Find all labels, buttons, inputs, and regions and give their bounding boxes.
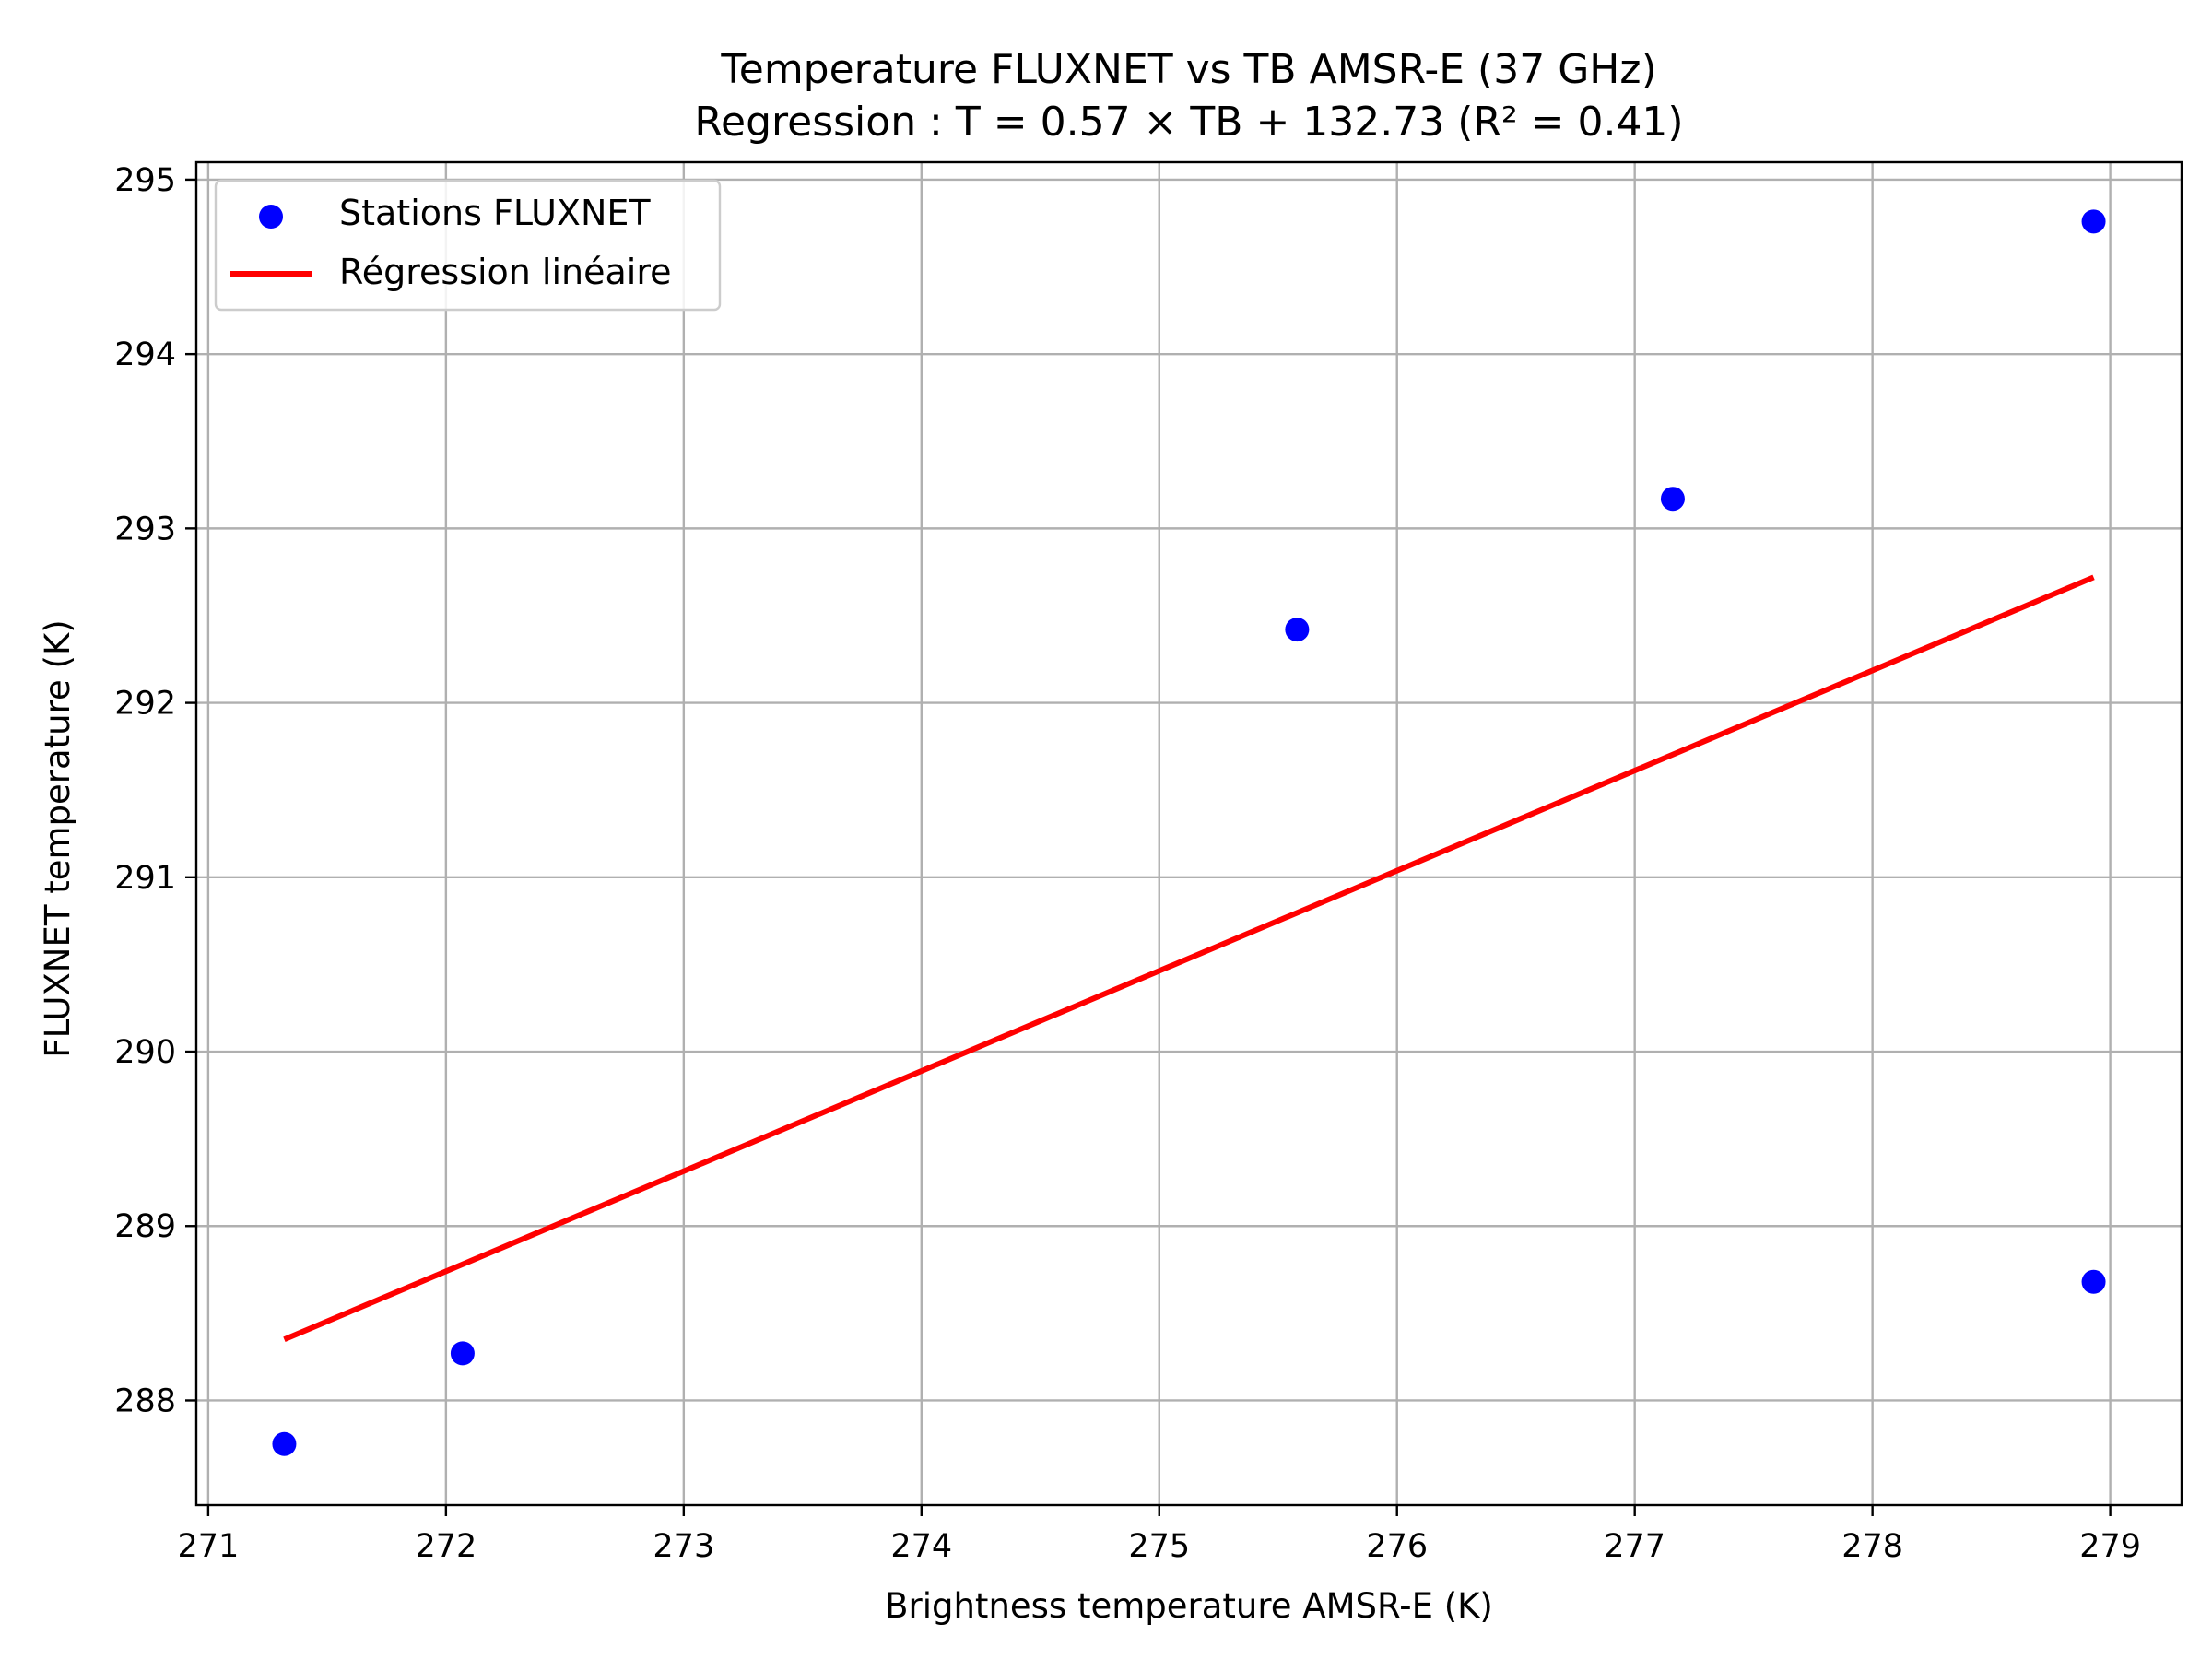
y-tick-label: 288 <box>114 1382 176 1419</box>
axis-ticks: 271 272 273 274 275 276 277 278 279 288 289 290 291 2… <box>114 162 2141 1565</box>
y-tick-label: 292 <box>114 686 176 723</box>
legend-box <box>214 179 722 312</box>
plot-marks <box>272 209 2106 1456</box>
x-tick-label: 273 <box>653 1528 714 1565</box>
y-tick-label: 291 <box>114 860 176 897</box>
data-point <box>2081 209 2106 234</box>
y-tick-label: 295 <box>114 162 176 199</box>
x-tick-label: 277 <box>1604 1528 1665 1565</box>
x-tick-label: 276 <box>1366 1528 1428 1565</box>
y-tick-label: 294 <box>114 336 176 373</box>
y-tick-label: 290 <box>114 1034 176 1071</box>
chart-subtitle: Regression : T = 0.57 × TB + 132.73 (R² … <box>694 99 1683 146</box>
data-point <box>2081 1269 2106 1294</box>
y-tick-label: 289 <box>114 1208 176 1245</box>
chart-title: Temperature FLUXNET vs TB AMSR-E (37 GHz… <box>720 46 1656 93</box>
data-point <box>1285 618 1310 642</box>
x-tick-label: 271 <box>177 1528 239 1565</box>
x-tick-label: 278 <box>1841 1528 1903 1565</box>
y-tick-label: 293 <box>114 511 176 547</box>
grid-lines <box>196 162 2182 1505</box>
legend: Stations FLUXNET Régression linéaire <box>214 179 722 312</box>
legend-label-stations: Stations FLUXNET <box>339 193 651 233</box>
x-tick-label: 274 <box>890 1528 952 1565</box>
regression-line <box>283 574 2095 1343</box>
data-point <box>272 1431 297 1456</box>
data-point <box>1660 487 1685 512</box>
x-tick-label: 272 <box>415 1528 477 1565</box>
y-axis-label: FLUXNET temperature (K) <box>38 619 77 1057</box>
plot-frame <box>194 160 2183 1507</box>
legend-marker-stations <box>259 205 283 229</box>
x-axis-label: Brightness temperature AMSR-E (K) <box>885 1586 1493 1626</box>
legend-label-regression: Régression linéaire <box>339 252 672 292</box>
data-point <box>450 1341 475 1366</box>
x-tick-label: 275 <box>1128 1528 1190 1565</box>
x-tick-label: 279 <box>2079 1528 2141 1565</box>
